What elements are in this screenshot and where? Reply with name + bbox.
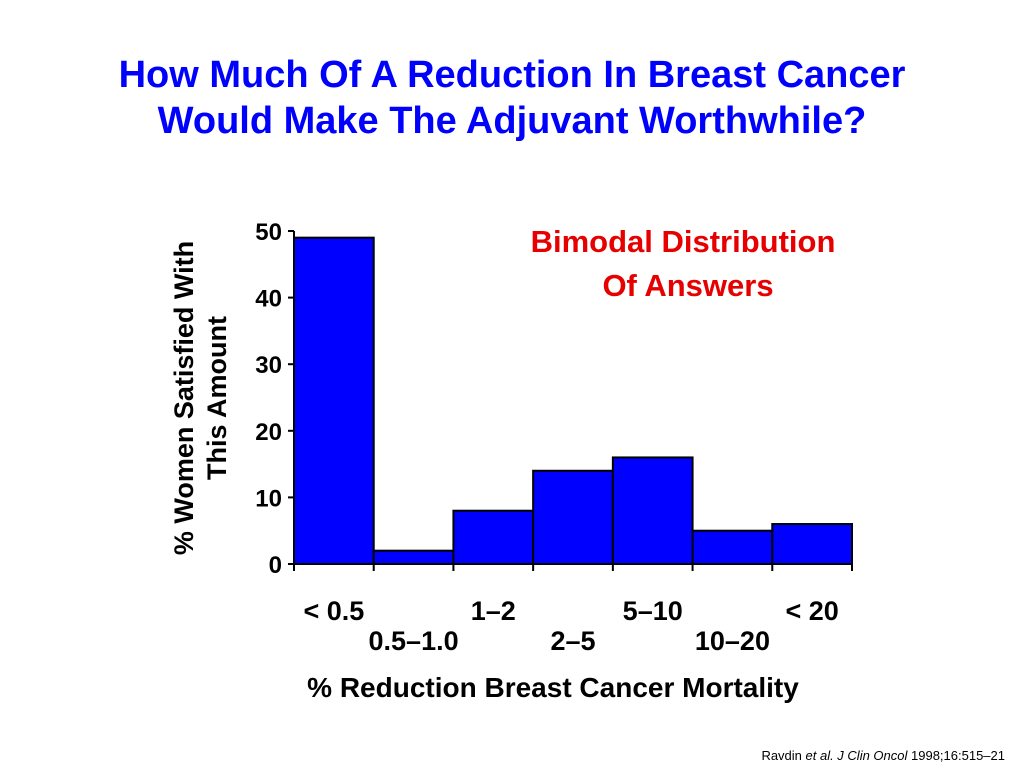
annotation-line2: Of Answers (602, 268, 773, 303)
bar-5 (691, 529, 774, 566)
bar-3 (532, 469, 614, 566)
y-tick-label-2: 20 (255, 419, 282, 446)
bar-6 (771, 523, 853, 565)
citation: Ravdin et al. J Clin Oncol 1998;16:515–2… (761, 748, 1005, 763)
x-tick-labels: < 0.50.5–1.0 1–2 2–5 5–10 10–20 < 20 (303, 596, 838, 656)
x-tick-label-1: 0.5–1.0 (369, 626, 459, 656)
slide-title: How Much Of A Reduction In Breast Cancer… (0, 52, 1024, 144)
x-tick-label-3: 2–5 (550, 626, 595, 656)
x-axis-label: % Reduction Breast Cancer Mortality (307, 672, 799, 703)
x-tick-label-2: 1–2 (471, 596, 516, 626)
bar-2 (452, 509, 535, 565)
bar-0 (293, 236, 375, 565)
bar-1 (372, 549, 455, 565)
slide-title-line2: Would Make The Adjuvant Worthwhile? (157, 100, 867, 142)
x-tick-label-5: 10–20 (695, 626, 770, 656)
y-tick-labels: 0 10 20 30 40 50 (255, 219, 282, 579)
x-tick-label-6: < 20 (785, 596, 838, 626)
y-tick-label-0: 0 (269, 552, 282, 579)
slide-title-line1: How Much Of A Reduction In Breast Cancer (118, 54, 906, 96)
x-tick-label-0: < 0.5 (303, 596, 364, 626)
axes-group (288, 230, 853, 571)
bars-group (293, 236, 853, 566)
citation-ref: 1998;16:515–21 (907, 748, 1005, 763)
bar-4 (611, 456, 694, 565)
x-tick-label-4: 5–10 (623, 596, 683, 626)
y-tick-label-5: 50 (255, 219, 282, 246)
annotation-line1: Bimodal Distribution (531, 224, 836, 259)
citation-journal: et al. J Clin Oncol (805, 748, 908, 763)
y-axis-label-line1: % Women Satisfied With (169, 241, 199, 555)
citation-author: Ravdin (761, 748, 806, 763)
y-tick-label-4: 40 (255, 286, 282, 313)
y-axis-label-line2: This Amount (202, 316, 232, 480)
y-tick-label-3: 30 (255, 352, 282, 379)
y-tick-label-1: 10 (255, 485, 282, 512)
